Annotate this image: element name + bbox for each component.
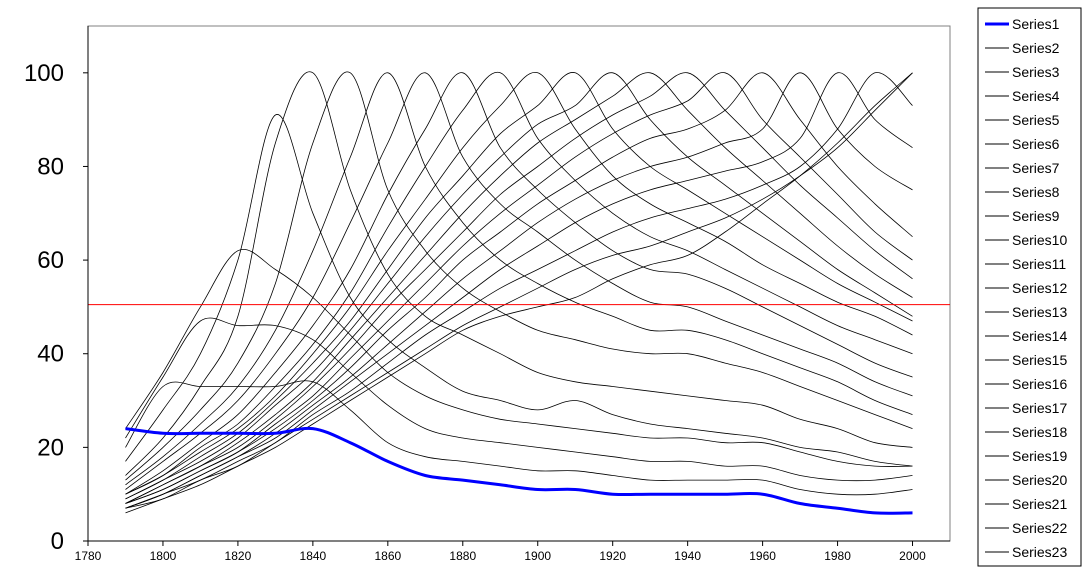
legend-label: Series11 — [1012, 256, 1066, 272]
legend-label: Series14 — [1012, 328, 1067, 344]
series-line-series13 — [125, 72, 913, 500]
series-line-series9 — [125, 72, 913, 490]
y-tick-label: 100 — [24, 60, 64, 87]
y-tick-label: 20 — [37, 434, 64, 461]
legend-label: Series16 — [1012, 376, 1067, 392]
x-tick-label: 1940 — [674, 549, 701, 563]
series-line-series8 — [125, 72, 913, 486]
legend-label: Series23 — [1012, 544, 1067, 560]
x-tick-label: 1900 — [524, 549, 551, 563]
legend-label: Series21 — [1012, 496, 1067, 512]
series-line-series17 — [125, 72, 913, 504]
series-line-series14 — [125, 72, 913, 500]
y-tick-label: 60 — [37, 247, 64, 274]
x-tick-label: 1780 — [75, 549, 102, 563]
axis-layer: 0 20 40 60 80 100 1780 1800 1820 1840 1860 1880 1900… — [24, 26, 950, 563]
series-line-series3 — [125, 317, 913, 482]
legend-label: Series15 — [1012, 352, 1067, 368]
series-line-series1 — [125, 426, 913, 515]
y-tick-label: 40 — [37, 341, 64, 368]
plot-area — [87, 25, 951, 542]
y-tick-label: 80 — [37, 153, 64, 180]
legend-label: Series20 — [1012, 472, 1067, 488]
x-tick-label: 1800 — [150, 549, 177, 563]
x-tick-label: 1960 — [749, 549, 776, 563]
legend-label: Series22 — [1012, 520, 1067, 536]
y-tick-label: 0 — [51, 528, 64, 555]
series-line-series21 — [125, 72, 913, 509]
series-line-series15 — [125, 72, 913, 504]
legend-label: Series4 — [1012, 88, 1060, 104]
x-tick-label: 1920 — [599, 549, 626, 563]
series-line-series2 — [125, 380, 913, 496]
legend-label: Series7 — [1012, 160, 1060, 176]
legend-label: Series1 — [1012, 16, 1060, 32]
series-layer — [125, 71, 913, 515]
series-line-series10 — [125, 72, 913, 495]
x-tick-label: 1860 — [374, 549, 401, 563]
series-line-series6 — [125, 71, 913, 476]
legend-label: Series3 — [1012, 64, 1060, 80]
series-line-series18 — [125, 72, 913, 504]
legend-label: Series8 — [1012, 184, 1060, 200]
legend-label: Series19 — [1012, 448, 1067, 464]
series-line-series4 — [125, 249, 913, 467]
legend-label: Series2 — [1012, 40, 1060, 56]
series-line-series19 — [125, 72, 913, 509]
legend-label: Series17 — [1012, 400, 1067, 416]
legend-label: Series5 — [1012, 112, 1060, 128]
legend: Series1 Series2 Series3 Series4 Series5 Serie… — [985, 16, 1067, 560]
series-line-series5 — [125, 114, 913, 467]
legend-box — [977, 7, 1082, 567]
legend-label: Series18 — [1012, 424, 1067, 440]
series-line-series12 — [125, 72, 913, 495]
legend-label: Series6 — [1012, 136, 1060, 152]
legend-label: Series10 — [1012, 232, 1067, 248]
series-line-series22 — [125, 72, 913, 509]
x-tick-label: 1880 — [449, 549, 476, 563]
x-tick-label: 1820 — [225, 549, 252, 563]
series-line-series11 — [125, 72, 913, 495]
x-tick-label: 1980 — [824, 549, 851, 563]
series-line-series23 — [125, 72, 913, 514]
legend-label: Series12 — [1012, 280, 1067, 296]
legend-label: Series13 — [1012, 304, 1067, 320]
x-tick-label: 1840 — [300, 549, 327, 563]
legend-label: Series9 — [1012, 208, 1060, 224]
series-line-series7 — [125, 71, 913, 481]
x-tick-label: 2000 — [899, 549, 926, 563]
series-line-series20 — [125, 72, 913, 509]
